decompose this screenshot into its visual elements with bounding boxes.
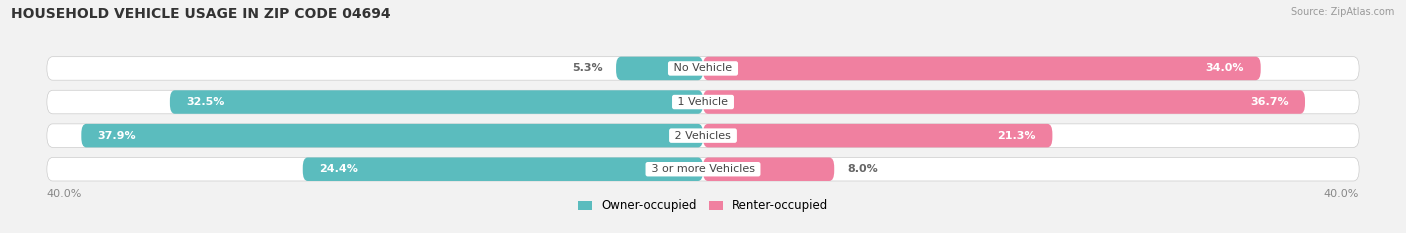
FancyBboxPatch shape xyxy=(46,124,1360,147)
Text: 8.0%: 8.0% xyxy=(848,164,879,174)
FancyBboxPatch shape xyxy=(46,158,1360,181)
Text: 21.3%: 21.3% xyxy=(997,131,1036,141)
Text: 5.3%: 5.3% xyxy=(572,63,603,73)
Text: Source: ZipAtlas.com: Source: ZipAtlas.com xyxy=(1291,7,1395,17)
Text: 32.5%: 32.5% xyxy=(187,97,225,107)
Text: 36.7%: 36.7% xyxy=(1250,97,1289,107)
FancyBboxPatch shape xyxy=(703,90,1305,114)
FancyBboxPatch shape xyxy=(703,57,1261,80)
Text: 3 or more Vehicles: 3 or more Vehicles xyxy=(648,164,758,174)
FancyBboxPatch shape xyxy=(170,90,703,114)
FancyBboxPatch shape xyxy=(302,158,703,181)
FancyBboxPatch shape xyxy=(703,124,1052,147)
Text: 40.0%: 40.0% xyxy=(46,189,82,199)
Text: 24.4%: 24.4% xyxy=(319,164,359,174)
Text: 34.0%: 34.0% xyxy=(1206,63,1244,73)
FancyBboxPatch shape xyxy=(46,90,1360,114)
Text: 37.9%: 37.9% xyxy=(98,131,136,141)
Text: No Vehicle: No Vehicle xyxy=(671,63,735,73)
FancyBboxPatch shape xyxy=(616,57,703,80)
FancyBboxPatch shape xyxy=(46,57,1360,80)
FancyBboxPatch shape xyxy=(703,158,834,181)
Text: 2 Vehicles: 2 Vehicles xyxy=(671,131,735,141)
Text: HOUSEHOLD VEHICLE USAGE IN ZIP CODE 04694: HOUSEHOLD VEHICLE USAGE IN ZIP CODE 0469… xyxy=(11,7,391,21)
Text: 1 Vehicle: 1 Vehicle xyxy=(675,97,731,107)
Legend: Owner-occupied, Renter-occupied: Owner-occupied, Renter-occupied xyxy=(572,195,834,217)
FancyBboxPatch shape xyxy=(82,124,703,147)
Text: 40.0%: 40.0% xyxy=(1324,189,1360,199)
